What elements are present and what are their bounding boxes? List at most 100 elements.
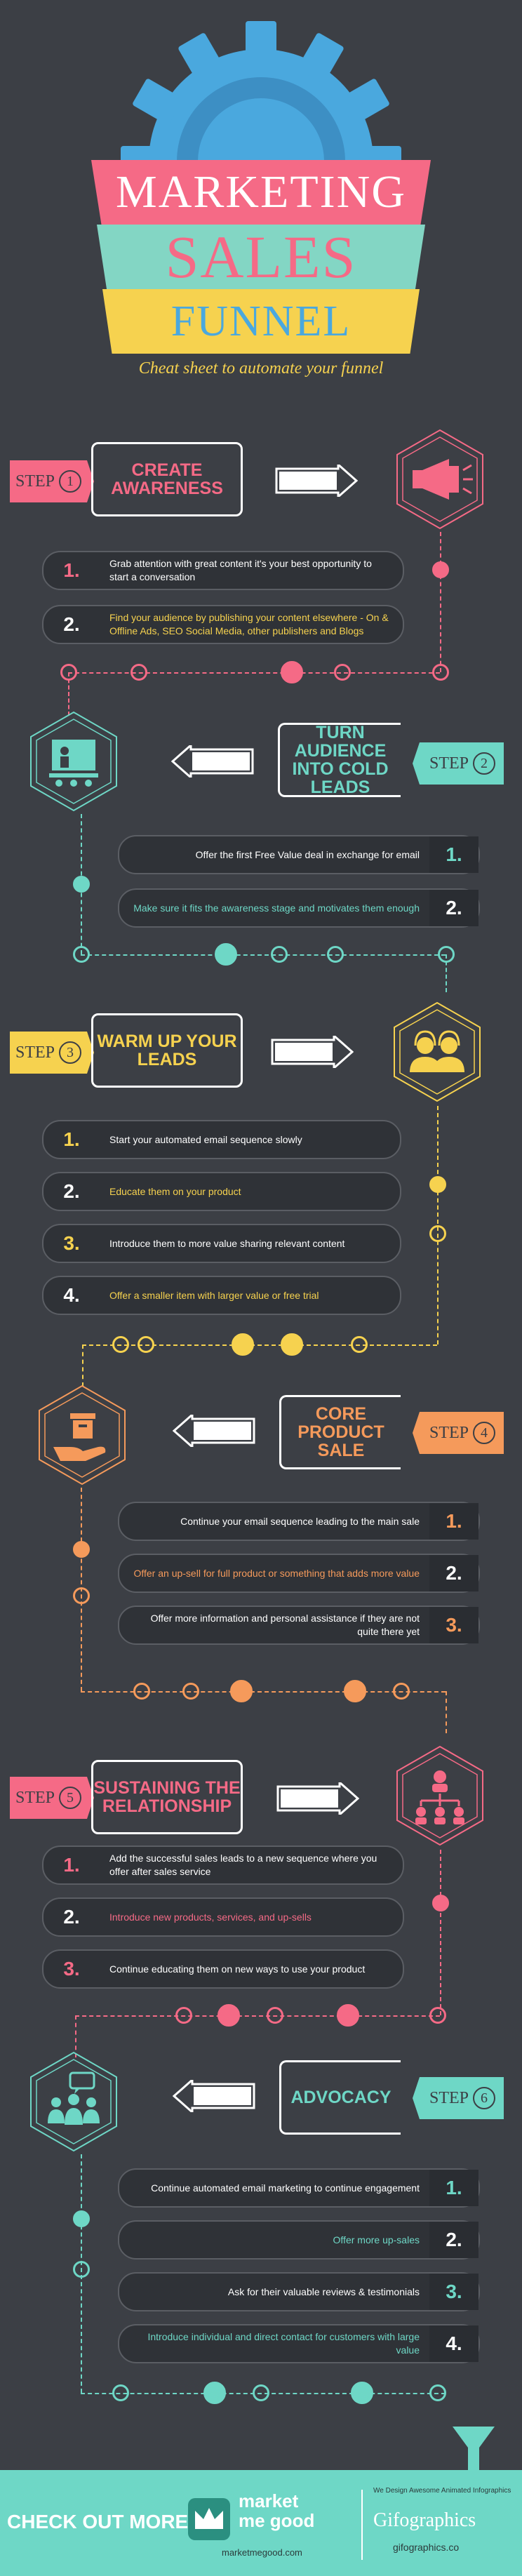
item-number: 1. bbox=[429, 836, 479, 873]
connector-dot bbox=[344, 1680, 366, 1702]
network-icon bbox=[396, 1745, 483, 1846]
connector-dot bbox=[393, 1683, 410, 1700]
connector-line bbox=[82, 1344, 437, 1346]
item-text: Add the successful sales leads to a new … bbox=[109, 1853, 377, 1877]
arrow-right-icon bbox=[275, 465, 358, 497]
connector-dot bbox=[351, 2382, 373, 2404]
footer: CHECK OUT MORE : market me good marketme… bbox=[0, 2470, 522, 2576]
item-text: Grab attention with great content it's y… bbox=[109, 558, 372, 582]
connector-dot bbox=[73, 1541, 90, 1558]
title-band-mint: SALES bbox=[97, 225, 425, 289]
connector-dot bbox=[429, 1225, 446, 1242]
arrow-left-icon bbox=[173, 2080, 255, 2112]
item-text: Ask for their valuable reviews & testimo… bbox=[227, 2285, 420, 2297]
item-number: 3. bbox=[63, 1232, 80, 1254]
connector-dot bbox=[230, 1680, 253, 1702]
crown-logo-icon[interactable] bbox=[188, 2498, 230, 2540]
step-5-item-1: 1. Add the successful sales leads to a n… bbox=[42, 1846, 404, 1885]
step-number-circle: 3 bbox=[59, 1041, 81, 1064]
connector-dot bbox=[429, 2384, 446, 2401]
step-3-item-2: 2. Educate them on your product bbox=[42, 1172, 401, 1211]
gear-icon bbox=[121, 21, 401, 175]
item-number: 2. bbox=[63, 613, 80, 635]
step-1-item-2: 2. Find your audience by publishing your… bbox=[42, 605, 404, 644]
step-tag-5-text: STEP 5 bbox=[10, 1779, 87, 1817]
item-number: 3. bbox=[429, 2274, 479, 2310]
connector-line bbox=[446, 954, 447, 992]
step-number-circle: 2 bbox=[473, 752, 495, 775]
step-4-title: CORE PRODUCT SALE bbox=[279, 1395, 401, 1469]
item-text: Offer an up-sell for full product or som… bbox=[133, 1567, 420, 1579]
step-4-item-3: Offer more information and personal assi… bbox=[118, 1606, 480, 1645]
item-number: 1. bbox=[429, 2170, 479, 2206]
item-text: Educate them on your product bbox=[109, 1185, 241, 1197]
arrow-right-icon bbox=[271, 1036, 354, 1068]
connector-line bbox=[440, 532, 441, 672]
step-2-title: TURN AUDIENCE INTO COLD LEADS bbox=[278, 723, 401, 797]
step-6-title: ADVOCACY bbox=[279, 2060, 401, 2135]
step-4-item-1: Continue your email sequence leading to … bbox=[118, 1502, 480, 1541]
item-text: Introduce new products, services, and up… bbox=[109, 1911, 312, 1923]
market-me-good-brand[interactable]: market me good bbox=[239, 2491, 314, 2530]
connector-dot bbox=[175, 2007, 192, 2024]
item-text: Offer the first Free Value deal in excha… bbox=[195, 848, 420, 860]
step-tag-4-text: STEP 4 bbox=[421, 1414, 504, 1452]
gif-url[interactable]: gifographics.co bbox=[393, 2542, 460, 2553]
connector-dot bbox=[112, 1336, 129, 1353]
title-sales: SALES bbox=[165, 223, 357, 291]
connector-dot bbox=[334, 664, 351, 681]
connector-line bbox=[75, 2015, 76, 2057]
step-3-title: WARM UP YOUR LEADS bbox=[91, 1013, 243, 1088]
gif-tagline: We Design Awesome Animated Infographics bbox=[373, 2487, 511, 2495]
connector-dot bbox=[215, 943, 237, 966]
connector-dot bbox=[203, 2382, 226, 2404]
step-label: STEP bbox=[15, 1043, 55, 1062]
connector-dot bbox=[271, 946, 288, 963]
gifographics-brand[interactable]: Gifographics bbox=[373, 2509, 476, 2531]
connector-dot bbox=[429, 1176, 446, 1193]
step-label: STEP bbox=[429, 2088, 469, 2107]
item-text: Continue your email sequence leading to … bbox=[180, 1515, 420, 1527]
step-number-circle: 4 bbox=[473, 1422, 495, 1444]
title-band-yellow: FUNNEL bbox=[102, 289, 420, 354]
connector-dot bbox=[130, 664, 147, 681]
arrow-right-icon bbox=[276, 1782, 359, 1815]
brand-url[interactable]: marketmegood.com bbox=[222, 2547, 302, 2558]
step-number-circle: 6 bbox=[473, 2087, 495, 2109]
step-3-item-4: 4. Offer a smaller item with larger valu… bbox=[42, 1276, 401, 1315]
presentation-icon bbox=[30, 711, 117, 812]
product-hand-icon bbox=[39, 1384, 126, 1486]
item-text: Find your audience by publishing your co… bbox=[109, 612, 389, 636]
item-number: 4. bbox=[63, 1284, 80, 1306]
item-number: 1. bbox=[63, 1128, 80, 1150]
step-number-circle: 5 bbox=[59, 1787, 81, 1809]
connector-dot bbox=[112, 2384, 129, 2401]
connector-dot bbox=[73, 876, 90, 893]
brand-line-2: me good bbox=[239, 2510, 315, 2531]
step-6-item-4: Introduce individual and direct contact … bbox=[118, 2324, 480, 2363]
connector-dot bbox=[432, 561, 449, 578]
item-number: 4. bbox=[429, 2325, 479, 2362]
step-5-item-2: 2. Introduce new products, services, and… bbox=[42, 1897, 404, 1937]
item-number: 2. bbox=[429, 1555, 479, 1591]
step-2-item-1: Offer the first Free Value deal in excha… bbox=[118, 835, 480, 874]
connector-dot bbox=[432, 1895, 449, 1911]
title-marketing: MARKETING bbox=[116, 166, 406, 218]
connector-dot bbox=[73, 2261, 90, 2278]
item-text: Start your automated email sequence slow… bbox=[109, 1133, 302, 1145]
item-text: Offer a smaller item with larger value o… bbox=[109, 1289, 319, 1301]
step-6-item-1: Continue automated email marketing to co… bbox=[118, 2168, 480, 2208]
step-label: STEP bbox=[429, 1423, 469, 1442]
connector-line bbox=[68, 672, 69, 716]
connector-dot bbox=[327, 946, 344, 963]
item-text: Make sure it fits the awareness stage an… bbox=[133, 902, 420, 914]
step-1-item-1: 1. Grab attention with great content it'… bbox=[42, 551, 404, 590]
step-3-item-3: 3. Introduce them to more value sharing … bbox=[42, 1224, 401, 1263]
connector-dot bbox=[281, 661, 303, 683]
item-text: Offer more up-sales bbox=[333, 2234, 420, 2245]
connector-line bbox=[82, 1344, 83, 1387]
connector-line bbox=[81, 954, 446, 956]
connector-dot bbox=[432, 664, 449, 681]
connector-line bbox=[446, 1691, 447, 1733]
step-tag-2-text: STEP 2 bbox=[421, 745, 504, 782]
